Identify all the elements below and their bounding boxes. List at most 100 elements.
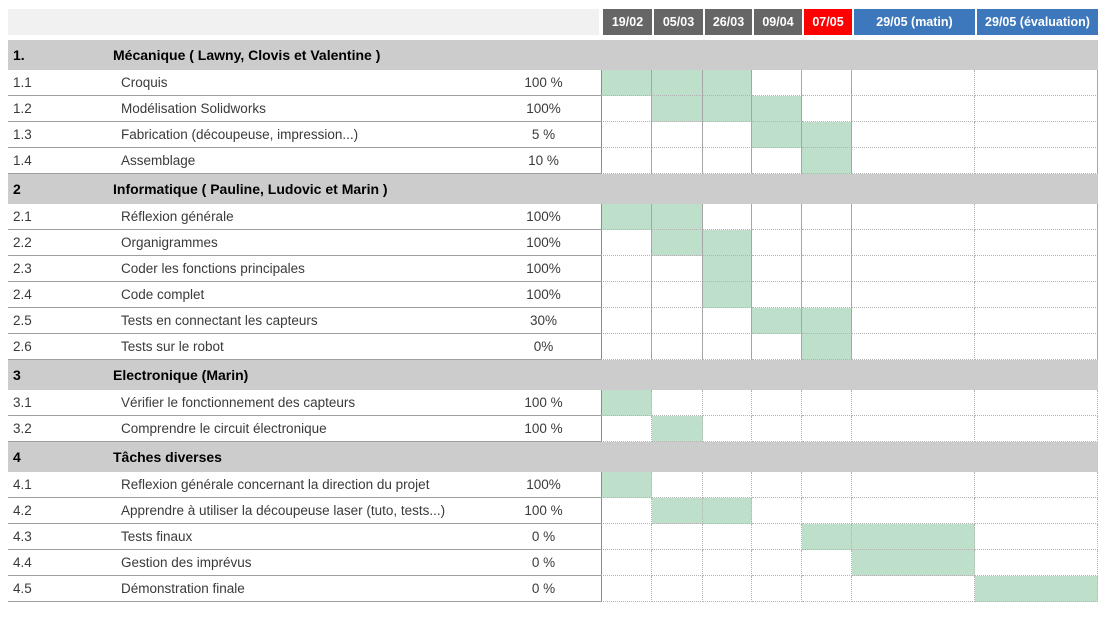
task-name-cell[interactable]: Vérifier le fonctionnement des capteurs (121, 395, 356, 410)
gantt-cell[interactable] (802, 550, 852, 576)
gantt-cell[interactable] (975, 148, 1098, 174)
gantt-cell[interactable] (652, 390, 703, 416)
gantt-cell[interactable] (752, 416, 802, 442)
gantt-cell-filled[interactable] (703, 256, 752, 282)
task-progress-cell[interactable]: 100% (526, 477, 561, 492)
gantt-cell-filled[interactable] (703, 498, 752, 524)
gantt-cell[interactable] (975, 550, 1098, 576)
gantt-cell[interactable] (852, 390, 975, 416)
gantt-cell[interactable] (601, 308, 652, 334)
gantt-cell-filled[interactable] (752, 308, 802, 334)
gantt-cell[interactable] (802, 256, 852, 282)
gantt-cell-filled[interactable] (752, 122, 802, 148)
task-name-cell[interactable]: Tests sur le robot (121, 339, 224, 354)
gantt-cell[interactable] (802, 204, 852, 230)
gantt-cell[interactable] (652, 148, 703, 174)
gantt-cell-filled[interactable] (703, 96, 752, 122)
gantt-cell[interactable] (703, 122, 752, 148)
task-progress-cell[interactable]: 100% (526, 261, 561, 276)
gantt-cell[interactable] (601, 256, 652, 282)
gantt-cell-filled[interactable] (601, 204, 652, 230)
gantt-cell-filled[interactable] (601, 472, 652, 498)
gantt-cell-filled[interactable] (703, 70, 752, 96)
date-header-cell[interactable]: 05/03 (654, 9, 703, 35)
gantt-cell[interactable] (802, 230, 852, 256)
task-name-cell[interactable]: Croquis (121, 75, 168, 90)
task-name-cell[interactable]: Comprendre le circuit électronique (121, 421, 327, 436)
gantt-cell[interactable] (802, 96, 852, 122)
gantt-cell[interactable] (752, 70, 802, 96)
task-progress-cell[interactable]: 10 % (528, 153, 559, 168)
task-progress-cell[interactable]: 0% (533, 339, 554, 354)
gantt-cell[interactable] (752, 498, 802, 524)
gantt-cell[interactable] (652, 524, 703, 550)
gantt-cell[interactable] (703, 524, 752, 550)
section-header-row[interactable]: 1. Mécanique ( Lawny, Clovis et Valentine… (8, 40, 1098, 70)
task-number-cell[interactable]: 1.4 (13, 153, 32, 168)
task-progress-cell[interactable]: 100% (526, 101, 561, 116)
gantt-cell-filled[interactable] (703, 282, 752, 308)
task-name-cell[interactable]: Reflexion générale concernant la directi… (121, 477, 430, 492)
task-name-cell[interactable]: Démonstration finale (121, 581, 245, 596)
task-progress-cell[interactable]: 30% (529, 313, 558, 328)
gantt-cell[interactable] (652, 550, 703, 576)
gantt-cell[interactable] (652, 308, 703, 334)
gantt-cell[interactable] (975, 256, 1098, 282)
gantt-cell[interactable] (852, 122, 975, 148)
gantt-cell[interactable] (852, 472, 975, 498)
gantt-cell[interactable] (852, 282, 975, 308)
gantt-cell[interactable] (852, 576, 975, 602)
task-number-cell[interactable]: 4.4 (13, 555, 32, 570)
gantt-cell[interactable] (975, 70, 1098, 96)
task-name-cell[interactable]: Modélisation Solidworks (121, 101, 266, 116)
date-header-cell[interactable]: 19/02 (603, 9, 652, 35)
gantt-cell[interactable] (975, 390, 1098, 416)
gantt-cell-filled[interactable] (652, 204, 703, 230)
gantt-cell[interactable] (852, 308, 975, 334)
gantt-cell[interactable] (703, 334, 752, 360)
task-progress-cell[interactable]: 100% (526, 235, 561, 250)
task-name-cell[interactable]: Gestion des imprévus (121, 555, 252, 570)
task-number-cell[interactable]: 2.5 (13, 313, 32, 328)
task-number-cell[interactable]: 2.1 (13, 209, 32, 224)
gantt-cell[interactable] (852, 96, 975, 122)
gantt-cell[interactable] (601, 230, 652, 256)
gantt-cell[interactable] (975, 524, 1098, 550)
gantt-cell[interactable] (652, 256, 703, 282)
task-progress-cell[interactable]: 5 % (531, 127, 556, 142)
task-progress-cell[interactable]: 100% (526, 209, 561, 224)
gantt-cell[interactable] (852, 148, 975, 174)
gantt-cell-filled[interactable] (652, 498, 703, 524)
gantt-cell[interactable] (975, 416, 1098, 442)
gantt-cell[interactable] (703, 576, 752, 602)
task-progress-cell[interactable]: 100 % (524, 75, 563, 90)
task-progress-cell[interactable]: 0 % (531, 581, 556, 596)
gantt-cell[interactable] (852, 334, 975, 360)
gantt-cell-filled[interactable] (652, 416, 703, 442)
gantt-cell[interactable] (601, 416, 652, 442)
gantt-cell[interactable] (752, 334, 802, 360)
gantt-cell-filled[interactable] (652, 96, 703, 122)
gantt-cell[interactable] (802, 70, 852, 96)
task-progress-cell[interactable]: 100 % (524, 503, 563, 518)
gantt-cell-filled[interactable] (802, 122, 852, 148)
gantt-cell[interactable] (752, 576, 802, 602)
gantt-cell[interactable] (975, 96, 1098, 122)
gantt-cell-filled[interactable] (652, 230, 703, 256)
gantt-cell-filled[interactable] (975, 576, 1098, 602)
gantt-cell[interactable] (852, 70, 975, 96)
gantt-cell[interactable] (975, 122, 1098, 148)
gantt-cell[interactable] (975, 204, 1098, 230)
gantt-cell[interactable] (601, 148, 652, 174)
task-number-cell[interactable]: 2.3 (13, 261, 32, 276)
gantt-cell[interactable] (852, 498, 975, 524)
gantt-cell[interactable] (703, 390, 752, 416)
section-header-row[interactable]: 3 Electronique (Marin) (8, 360, 1098, 390)
task-name-cell[interactable]: Fabrication (découpeuse, impression...) (121, 127, 359, 142)
task-number-cell[interactable]: 3.2 (13, 421, 32, 436)
task-number-cell[interactable]: 2.4 (13, 287, 32, 302)
gantt-cell[interactable] (703, 416, 752, 442)
section-header-row[interactable]: 2 Informatique ( Pauline, Ludovic et Mari… (8, 174, 1098, 204)
gantt-cell[interactable] (802, 472, 852, 498)
gantt-cell[interactable] (752, 550, 802, 576)
